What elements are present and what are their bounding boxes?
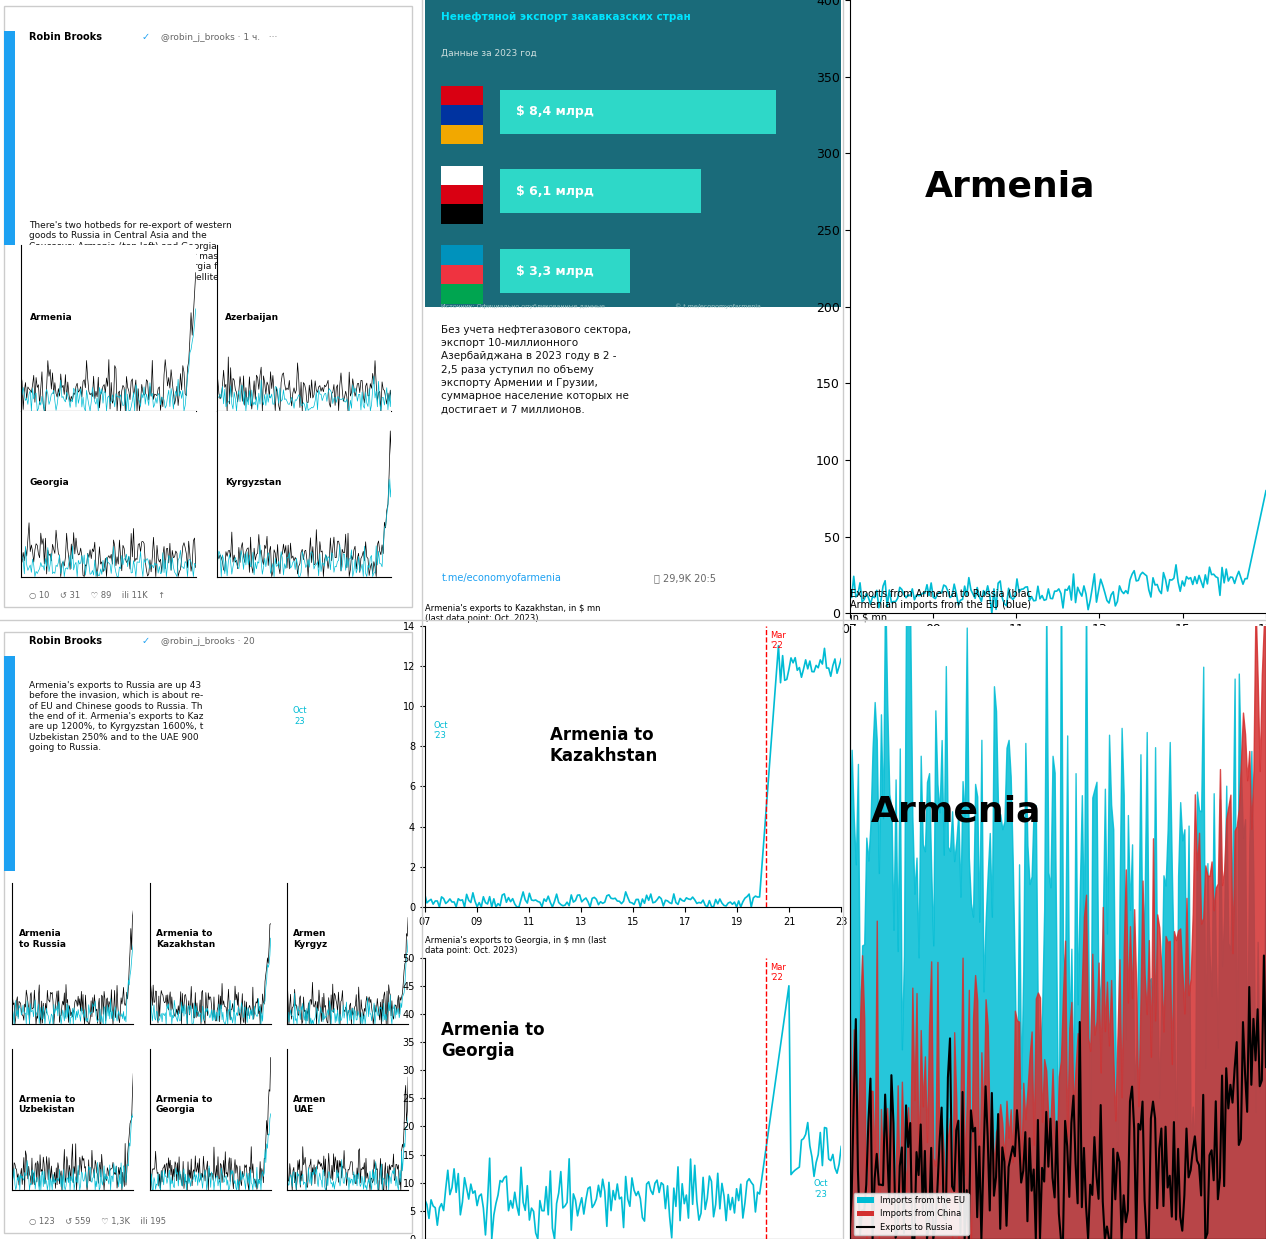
- Text: $ 8,4 млрд: $ 8,4 млрд: [517, 105, 595, 118]
- Text: ⧙ 29,9K 20:5: ⧙ 29,9K 20:5: [653, 572, 715, 582]
- Text: $ 3,3 млрд: $ 3,3 млрд: [517, 265, 594, 278]
- Text: Kyrgyzstan: Kyrgyzstan: [225, 478, 282, 487]
- Text: Oct
23: Oct 23: [292, 706, 308, 726]
- FancyBboxPatch shape: [500, 170, 701, 213]
- Text: Armenia to
Kazakhstan: Armenia to Kazakhstan: [549, 726, 658, 764]
- Text: © t.me/economyofarmenia: © t.me/economyofarmenia: [675, 304, 761, 310]
- Legend: Imports from the EU, Imports from China, Exports to Russia: Imports from the EU, Imports from China,…: [853, 1193, 968, 1235]
- FancyBboxPatch shape: [442, 166, 484, 185]
- FancyBboxPatch shape: [500, 249, 629, 294]
- Text: Georgia: Georgia: [29, 478, 70, 487]
- FancyBboxPatch shape: [4, 657, 15, 871]
- Text: Armenia's exports to Kazakhstan, in $ mn
(last data point: Oct. 2023): Armenia's exports to Kazakhstan, in $ mn…: [425, 605, 600, 623]
- Text: Данные за 2023 год: Данные за 2023 год: [442, 50, 537, 58]
- FancyBboxPatch shape: [4, 31, 15, 245]
- Text: Armenia's exports to Russia are up 43
before the invasion, which is about re-
of: Armenia's exports to Russia are up 43 be…: [29, 681, 204, 752]
- Text: ✓: ✓: [142, 32, 149, 42]
- Text: Armen
UAE: Armen UAE: [294, 1095, 327, 1114]
- Text: Источник: Официально опубликованные данные: Источник: Официально опубликованные данн…: [442, 304, 605, 309]
- Text: Oct
'23: Oct '23: [433, 721, 448, 740]
- FancyBboxPatch shape: [442, 265, 484, 284]
- Text: Robin Brooks: Robin Brooks: [29, 636, 105, 646]
- Text: Mar
'22: Mar '22: [771, 631, 786, 650]
- Text: $ 6,1 млрд: $ 6,1 млрд: [517, 185, 595, 198]
- Text: Armenia to
Kazakhstan: Armenia to Kazakhstan: [156, 929, 215, 949]
- Text: Armenia to
Uzbekistan: Armenia to Uzbekistan: [19, 1095, 75, 1114]
- FancyBboxPatch shape: [4, 632, 413, 1233]
- Text: Robin Brooks: Robin Brooks: [29, 32, 105, 42]
- Text: Mar
'22: Mar '22: [771, 963, 786, 983]
- Text: Armenia to
Georgia: Armenia to Georgia: [156, 1095, 213, 1114]
- Text: Armenia: Armenia: [870, 795, 1041, 829]
- FancyBboxPatch shape: [442, 105, 484, 125]
- Text: ✓: ✓: [142, 636, 149, 646]
- FancyBboxPatch shape: [442, 204, 484, 224]
- Text: Armenia to
Georgia: Armenia to Georgia: [442, 1021, 546, 1061]
- Text: There's two hotbeds for re-export of western
goods to Russia in Central Asia and: There's two hotbeds for re-export of wes…: [29, 221, 237, 292]
- Text: Azerbaijan: Azerbaijan: [225, 313, 280, 322]
- Text: Armen
Kyrgyz: Armen Kyrgyz: [294, 929, 328, 949]
- Text: ○ 123    ↺ 559    ♡ 1,3K    ili 195: ○ 123 ↺ 559 ♡ 1,3K ili 195: [29, 1217, 166, 1225]
- Text: Armenia
to Russia: Armenia to Russia: [19, 929, 66, 949]
- Text: ○ 10    ↺ 31    ♡ 89    ili 11K    ↑: ○ 10 ↺ 31 ♡ 89 ili 11K ↑: [29, 591, 166, 600]
- FancyBboxPatch shape: [500, 89, 776, 134]
- Text: Ненефтяной экспорт закавказских стран: Ненефтяной экспорт закавказских стран: [442, 12, 691, 22]
- Text: @robin_j_brooks · 1 ч.   ···: @robin_j_brooks · 1 ч. ···: [158, 33, 277, 42]
- Text: Oct
'23: Oct '23: [813, 1180, 828, 1199]
- FancyBboxPatch shape: [442, 185, 484, 204]
- FancyBboxPatch shape: [442, 284, 484, 304]
- FancyBboxPatch shape: [442, 125, 484, 144]
- Text: Без учета нефтегазового сектора,
экспорт 10-миллионного
Азербайджана в 2023 году: Без учета нефтегазового сектора, экспорт…: [442, 325, 632, 414]
- Text: @robin_j_brooks · 20: @robin_j_brooks · 20: [158, 637, 254, 646]
- FancyBboxPatch shape: [442, 245, 484, 265]
- FancyBboxPatch shape: [425, 0, 841, 307]
- Text: Armenia: Armenia: [924, 170, 1095, 203]
- Text: Armenia's exports to Georgia, in $ mn (last
data point: Oct. 2023): Armenia's exports to Georgia, in $ mn (l…: [425, 937, 606, 955]
- Text: Exports from Armenia to Russia (blac
Armenian imports from the EU (blue)
in $ mn: Exports from Armenia to Russia (blac Arm…: [849, 589, 1032, 622]
- FancyBboxPatch shape: [442, 85, 484, 105]
- Text: Armenia: Armenia: [29, 313, 72, 322]
- FancyBboxPatch shape: [4, 6, 413, 607]
- Text: t.me/economyofarmenia: t.me/economyofarmenia: [442, 572, 561, 582]
